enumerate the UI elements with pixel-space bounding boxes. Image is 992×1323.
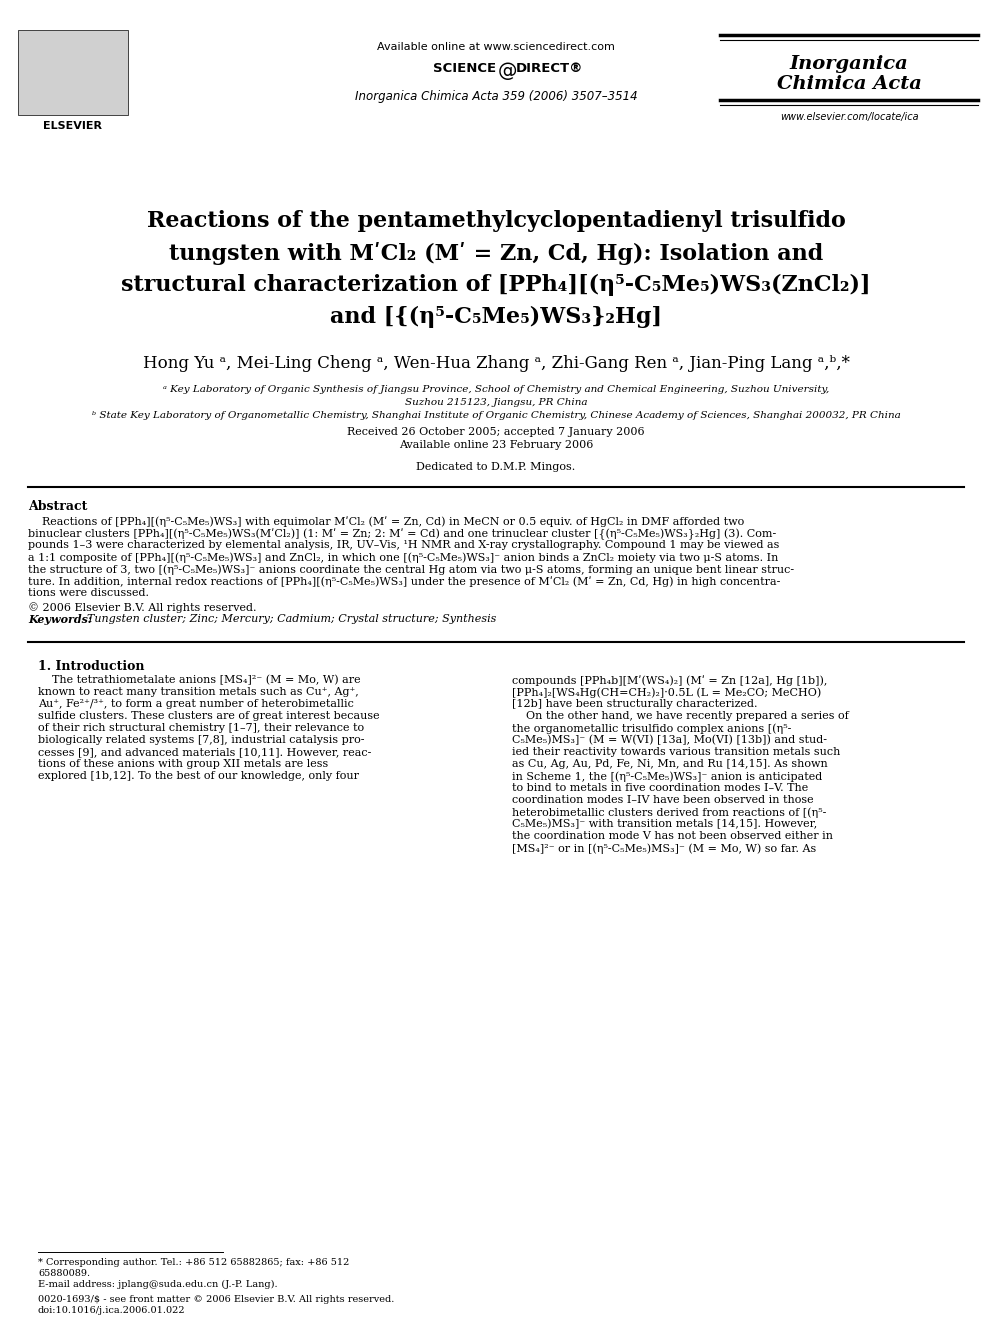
Text: Received 26 October 2005; accepted 7 January 2006: Received 26 October 2005; accepted 7 Jan… bbox=[347, 427, 645, 437]
Text: [MS₄]²⁻ or in [(η⁵-C₅Me₅)MS₃]⁻ (M = Mo, W) so far. As: [MS₄]²⁻ or in [(η⁵-C₅Me₅)MS₃]⁻ (M = Mo, … bbox=[512, 843, 816, 853]
Text: Hong Yu ᵃ, Mei-Ling Cheng ᵃ, Wen-Hua Zhang ᵃ, Zhi-Gang Ren ᵃ, Jian-Ping Lang ᵃ,ᵇ: Hong Yu ᵃ, Mei-Ling Cheng ᵃ, Wen-Hua Zha… bbox=[143, 355, 849, 372]
Text: the organometallic trisulfido complex anions [(η⁵-: the organometallic trisulfido complex an… bbox=[512, 722, 792, 733]
Text: tions were discussed.: tions were discussed. bbox=[28, 587, 149, 598]
Text: ELSEVIER: ELSEVIER bbox=[44, 120, 102, 131]
Text: sulfide clusters. These clusters are of great interest because: sulfide clusters. These clusters are of … bbox=[38, 710, 380, 721]
Text: and [{(η⁵-C₅Me₅)WS₃}₂Hg]: and [{(η⁵-C₅Me₅)WS₃}₂Hg] bbox=[330, 306, 662, 328]
Text: tungsten with MʹCl₂ (Mʹ = Zn, Cd, Hg): Isolation and: tungsten with MʹCl₂ (Mʹ = Zn, Cd, Hg): I… bbox=[169, 242, 823, 265]
Text: Inorganica: Inorganica bbox=[790, 56, 909, 73]
Text: known to react many transition metals such as Cu⁺, Ag⁺,: known to react many transition metals su… bbox=[38, 687, 359, 697]
Text: @: @ bbox=[498, 62, 518, 81]
Text: E-mail address: jplang@suda.edu.cn (J.-P. Lang).: E-mail address: jplang@suda.edu.cn (J.-P… bbox=[38, 1279, 278, 1289]
Text: ied their reactivity towards various transition metals such: ied their reactivity towards various tra… bbox=[512, 747, 840, 757]
Text: Available online 23 February 2006: Available online 23 February 2006 bbox=[399, 441, 593, 450]
Text: Abstract: Abstract bbox=[28, 500, 87, 513]
Text: Inorganica Chimica Acta 359 (2006) 3507–3514: Inorganica Chimica Acta 359 (2006) 3507–… bbox=[355, 90, 637, 103]
Text: Keywords:: Keywords: bbox=[28, 614, 92, 624]
Text: pounds 1–3 were characterized by elemental analysis, IR, UV–Vis, ¹H NMR and X-ra: pounds 1–3 were characterized by element… bbox=[28, 540, 780, 550]
Text: tions of these anions with group XII metals are less: tions of these anions with group XII met… bbox=[38, 759, 328, 769]
Text: Reactions of [PPh₄][(η⁵-C₅Me₅)WS₃] with equimolar MʹCl₂ (Mʹ = Zn, Cd) in MeCN or: Reactions of [PPh₄][(η⁵-C₅Me₅)WS₃] with … bbox=[28, 516, 744, 527]
Text: coordination modes I–IV have been observed in those: coordination modes I–IV have been observ… bbox=[512, 795, 813, 804]
Text: [12b] have been structurally characterized.: [12b] have been structurally characteriz… bbox=[512, 699, 758, 709]
Text: ture. In addition, internal redox reactions of [PPh₄][(η⁵-C₅Me₅)WS₃] under the p: ture. In addition, internal redox reacti… bbox=[28, 576, 781, 586]
Text: binuclear clusters [PPh₄][(η⁵-C₅Me₅)WS₃(MʹCl₂)] (1: Mʹ = Zn; 2: Mʹ = Cd) and one: binuclear clusters [PPh₄][(η⁵-C₅Me₅)WS₃(… bbox=[28, 528, 777, 540]
Text: DIRECT®: DIRECT® bbox=[516, 62, 583, 75]
Text: biologically related systems [7,8], industrial catalysis pro-: biologically related systems [7,8], indu… bbox=[38, 736, 364, 745]
Text: On the other hand, we have recently prepared a series of: On the other hand, we have recently prep… bbox=[512, 710, 849, 721]
Text: C₅Me₅)MS₃]⁻ (M = W(VI) [13a], Mo(VI) [13b]) and stud-: C₅Me₅)MS₃]⁻ (M = W(VI) [13a], Mo(VI) [13… bbox=[512, 736, 827, 745]
Text: Reactions of the pentamethylcyclopentadienyl trisulfido: Reactions of the pentamethylcyclopentadi… bbox=[147, 210, 845, 232]
Text: compounds [PPh₄b][Mʹ(WS₄)₂] (Mʹ = Zn [12a], Hg [1b]),: compounds [PPh₄b][Mʹ(WS₄)₂] (Mʹ = Zn [12… bbox=[512, 675, 827, 685]
Text: a 1:1 composite of [PPh₄][(η⁵-C₅Me₅)WS₃] and ZnCl₂, in which one [(η⁵-C₅Me₅)WS₃]: a 1:1 composite of [PPh₄][(η⁵-C₅Me₅)WS₃]… bbox=[28, 552, 779, 562]
Text: the structure of 3, two [(η⁵-C₅Me₅)WS₃]⁻ anions coordinate the central Hg atom v: the structure of 3, two [(η⁵-C₅Me₅)WS₃]⁻… bbox=[28, 564, 795, 574]
Text: 0020-1693/$ - see front matter © 2006 Elsevier B.V. All rights reserved.: 0020-1693/$ - see front matter © 2006 El… bbox=[38, 1295, 395, 1304]
Text: explored [1b,12]. To the best of our knowledge, only four: explored [1b,12]. To the best of our kno… bbox=[38, 771, 359, 781]
Text: in Scheme 1, the [(η⁵-C₅Me₅)WS₃]⁻ anion is anticipated: in Scheme 1, the [(η⁵-C₅Me₅)WS₃]⁻ anion … bbox=[512, 771, 822, 782]
Text: Chimica Acta: Chimica Acta bbox=[777, 75, 922, 93]
Text: www.elsevier.com/locate/ica: www.elsevier.com/locate/ica bbox=[780, 112, 919, 122]
Text: Suzhou 215123, Jiangsu, PR China: Suzhou 215123, Jiangsu, PR China bbox=[405, 398, 587, 407]
Text: Tungsten cluster; Zinc; Mercury; Cadmium; Crystal structure; Synthesis: Tungsten cluster; Zinc; Mercury; Cadmium… bbox=[80, 614, 496, 624]
Text: * Corresponding author. Tel.: +86 512 65882865; fax: +86 512: * Corresponding author. Tel.: +86 512 65… bbox=[38, 1258, 349, 1267]
Text: ᵇ State Key Laboratory of Organometallic Chemistry, Shanghai Institute of Organi: ᵇ State Key Laboratory of Organometallic… bbox=[91, 411, 901, 419]
Text: The tetrathiometalate anions [MS₄]²⁻ (M = Mo, W) are: The tetrathiometalate anions [MS₄]²⁻ (M … bbox=[38, 675, 361, 685]
Text: Au⁺, Fe²⁺/³⁺, to form a great number of heterobimetallic: Au⁺, Fe²⁺/³⁺, to form a great number of … bbox=[38, 699, 354, 709]
Text: Dedicated to D.M.P. Mingos.: Dedicated to D.M.P. Mingos. bbox=[417, 462, 575, 472]
Text: 65880089.: 65880089. bbox=[38, 1269, 90, 1278]
Text: of their rich structural chemistry [1–7], their relevance to: of their rich structural chemistry [1–7]… bbox=[38, 722, 364, 733]
Text: [PPh₄]₂[WS₄Hg(CH=CH₂)₂]·0.5L (L = Me₂CO; MeCHO): [PPh₄]₂[WS₄Hg(CH=CH₂)₂]·0.5L (L = Me₂CO;… bbox=[512, 687, 821, 697]
Bar bbox=[18, 30, 128, 115]
Text: ᵃ Key Laboratory of Organic Synthesis of Jiangsu Province, School of Chemistry a: ᵃ Key Laboratory of Organic Synthesis of… bbox=[163, 385, 829, 394]
Text: C₅Me₅)MS₃]⁻ with transition metals [14,15]. However,: C₅Me₅)MS₃]⁻ with transition metals [14,1… bbox=[512, 819, 817, 830]
Text: © 2006 Elsevier B.V. All rights reserved.: © 2006 Elsevier B.V. All rights reserved… bbox=[28, 602, 257, 613]
Text: Available online at www.sciencedirect.com: Available online at www.sciencedirect.co… bbox=[377, 42, 615, 52]
Text: 1. Introduction: 1. Introduction bbox=[38, 660, 145, 673]
Text: to bind to metals in five coordination modes I–V. The: to bind to metals in five coordination m… bbox=[512, 783, 808, 792]
Text: the coordination mode V has not been observed either in: the coordination mode V has not been obs… bbox=[512, 831, 833, 841]
Text: heterobimetallic clusters derived from reactions of [(η⁵-: heterobimetallic clusters derived from r… bbox=[512, 807, 826, 818]
Text: SCIENCE: SCIENCE bbox=[433, 62, 496, 75]
Text: doi:10.1016/j.ica.2006.01.022: doi:10.1016/j.ica.2006.01.022 bbox=[38, 1306, 186, 1315]
Text: structural characterization of [PPh₄][(η⁵-C₅Me₅)WS₃(ZnCl₂)]: structural characterization of [PPh₄][(η… bbox=[121, 274, 871, 296]
Text: as Cu, Ag, Au, Pd, Fe, Ni, Mn, and Ru [14,15]. As shown: as Cu, Ag, Au, Pd, Fe, Ni, Mn, and Ru [1… bbox=[512, 759, 827, 769]
Text: cesses [9], and advanced materials [10,11]. However, reac-: cesses [9], and advanced materials [10,1… bbox=[38, 747, 371, 757]
